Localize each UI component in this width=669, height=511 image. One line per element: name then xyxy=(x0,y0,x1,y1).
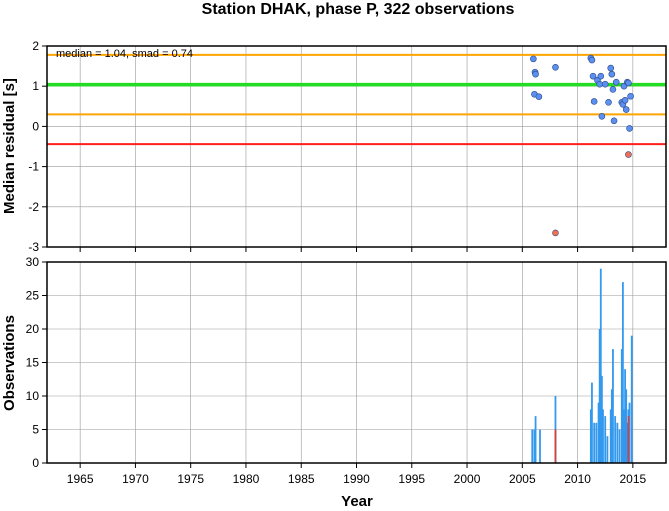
residual-panel: 2 1 0 -1 -2 -3 median = 1.04, smad = 0.74 Med… xyxy=(1,39,667,254)
residual-point-0-14 xyxy=(601,80,609,88)
observation-bar-1-1 xyxy=(627,416,630,463)
residual-point-0-28 xyxy=(627,92,634,100)
residual-point-0-27 xyxy=(625,79,632,87)
residual-point-0-0 xyxy=(530,55,537,63)
residual-reference-lines xyxy=(47,53,666,146)
observation-bar-0-21 xyxy=(618,429,621,463)
residual-point-0-24 xyxy=(621,96,629,104)
observation-bar-0-22 xyxy=(620,349,623,463)
x-tick-label-1995: 1995 xyxy=(398,472,425,486)
residual-point-0-7 xyxy=(588,56,596,64)
residual-axis-ticks: 2 1 0 -1 -2 -3 xyxy=(28,39,634,254)
observation-bar-0-12 xyxy=(600,375,603,463)
x-tick-label-1975: 1975 xyxy=(177,472,204,486)
observation-bar-0-30 xyxy=(630,335,633,463)
residual-point-0-11 xyxy=(596,80,603,88)
residual-y-tick-label-2: 2 xyxy=(32,39,39,53)
observations-y-tick-label-10: 10 xyxy=(26,389,40,403)
x-tick-label-2015: 2015 xyxy=(619,472,646,486)
observation-bar-0-13 xyxy=(602,409,604,463)
residual-point-0-3 xyxy=(532,70,539,78)
residual-point-0-8 xyxy=(589,72,597,80)
residual-y-tick-label--2: -2 xyxy=(28,200,39,214)
observation-bar-0-27 xyxy=(626,422,629,463)
observation-bar-0-19 xyxy=(614,416,617,463)
residual-point-0-5 xyxy=(552,64,559,71)
observation-bar-0-5 xyxy=(589,409,592,463)
residual-point-0-20 xyxy=(612,78,620,86)
residual-point-0-18 xyxy=(609,86,617,93)
observation-bar-0-0 xyxy=(531,429,534,463)
residual-y-tick-label--3: -3 xyxy=(28,240,39,254)
observations-y-tick-label-15: 15 xyxy=(26,356,40,370)
observation-bar-0-24 xyxy=(623,409,625,463)
observations-y-tick-label-5: 5 xyxy=(32,423,39,437)
residual-points xyxy=(530,54,634,237)
observations-bars xyxy=(531,268,633,463)
residual-point-1-0 xyxy=(552,229,559,237)
observation-bar-0-1 xyxy=(533,429,536,463)
observation-bar-0-9 xyxy=(597,402,600,463)
residual-point-0-9 xyxy=(590,98,598,105)
residual-y-tick-label-0: 0 xyxy=(32,119,39,133)
observation-bar-0-2 xyxy=(534,416,537,463)
residual-point-0-19 xyxy=(610,117,618,125)
observation-bar-0-7 xyxy=(593,422,596,463)
x-tick-label-2000: 2000 xyxy=(454,472,481,486)
x-tick-label-2005: 2005 xyxy=(509,472,536,486)
figure-title: Station DHAK, phase P, 322 observations xyxy=(202,1,515,18)
residual-point-0-17 xyxy=(608,70,616,78)
observation-bar-0-3 xyxy=(539,429,541,463)
x-tick-label-1990: 1990 xyxy=(343,472,370,486)
observation-bar-0-20 xyxy=(616,422,619,463)
observation-bar-0-18 xyxy=(612,349,614,463)
residual-y-tick-label--1: -1 xyxy=(28,160,39,174)
x-axis-label: Year xyxy=(341,493,373,510)
residual-point-1-1 xyxy=(625,151,632,158)
median-smad-annotation: median = 1.04, smad = 0.74 xyxy=(56,48,193,60)
residual-y-tick-label-1: 1 xyxy=(32,79,39,93)
observations-panel: 1965 1970 1975 1980 1985 1990 1995 2000 2005 2010… xyxy=(1,255,667,510)
residual-gridlines xyxy=(47,45,666,248)
residual-point-0-29 xyxy=(626,125,633,132)
residual-point-0-16 xyxy=(607,64,615,72)
x-tick-label-2010: 2010 xyxy=(564,472,591,486)
observations-y-axis-label: Observations xyxy=(1,315,18,411)
x-tick-label-1980: 1980 xyxy=(233,472,260,486)
observation-bar-0-15 xyxy=(606,436,609,463)
observation-bar-0-23 xyxy=(621,282,624,463)
residual-y-axis-label: Median residual [s] xyxy=(1,78,18,214)
observation-bar-0-29 xyxy=(628,402,631,463)
observation-bar-0-26 xyxy=(625,389,628,463)
observation-bar-0-11 xyxy=(599,268,602,463)
x-tick-label-1970: 1970 xyxy=(122,472,149,486)
observation-bar-0-6 xyxy=(591,382,593,463)
observations-y-tick-label-0: 0 xyxy=(32,456,39,470)
observation-bar-0-14 xyxy=(604,416,607,463)
residual-point-0-4 xyxy=(535,93,543,100)
residual-point-0-25 xyxy=(622,106,630,113)
residual-point-0-15 xyxy=(605,98,612,106)
observation-bar-0-8 xyxy=(595,422,598,463)
observations-y-tick-label-30: 30 xyxy=(26,255,40,269)
observations-y-tick-label-20: 20 xyxy=(26,322,40,336)
observation-bar-1-0 xyxy=(554,429,557,463)
residual-point-0-13 xyxy=(598,113,606,120)
x-tick-label-1965: 1965 xyxy=(67,472,94,486)
observation-bar-0-16 xyxy=(609,409,612,463)
observations-gridlines xyxy=(47,261,666,464)
observations-axis-ticks: 1965 1970 1975 1980 1985 1990 1995 2000 2005 2010… xyxy=(26,255,647,486)
observation-bar-0-25 xyxy=(624,369,627,463)
observation-bar-0-17 xyxy=(610,389,613,463)
observation-bar-0-10 xyxy=(598,329,601,463)
x-tick-label-1985: 1985 xyxy=(288,472,315,486)
observations-y-tick-label-25: 25 xyxy=(26,289,40,303)
residual-point-0-12 xyxy=(597,72,605,80)
